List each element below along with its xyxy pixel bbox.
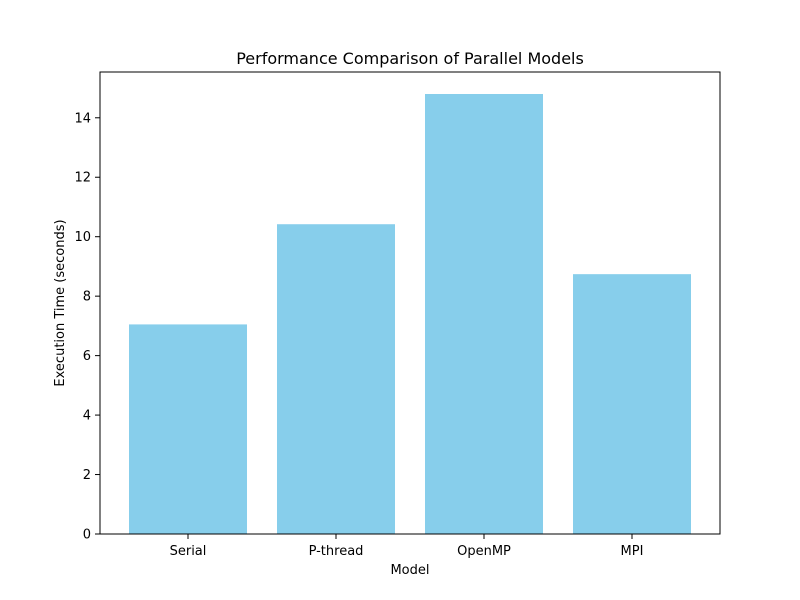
x-tick-label-p-thread: P-thread	[309, 544, 364, 559]
y-axis: 0 2 4 6 8 10 12 14	[74, 111, 100, 543]
x-tick-label-serial: Serial	[170, 544, 207, 559]
bar-openmp	[425, 94, 543, 534]
bar-mpi	[573, 274, 691, 534]
y-tick-label-10: 10	[74, 230, 91, 245]
y-tick-label-14: 14	[74, 111, 91, 126]
y-tick-label-6: 6	[83, 349, 91, 364]
x-axis-label: Model	[390, 563, 429, 578]
y-axis-label: Execution Time (seconds)	[53, 219, 68, 386]
y-tick-label-12: 12	[74, 171, 91, 186]
x-tick-label-mpi: MPI	[621, 544, 644, 559]
axes-frame	[99, 71, 721, 535]
bars-group	[129, 94, 691, 534]
y-tick-label-0: 0	[83, 528, 91, 543]
y-tick-label-4: 4	[83, 409, 91, 424]
bar-serial	[129, 324, 247, 534]
y-tick-label-8: 8	[83, 290, 91, 305]
x-tick-label-openmp: OpenMP	[457, 544, 511, 559]
chart-title: Performance Comparison of Parallel Model…	[236, 49, 584, 68]
bar-p-thread	[277, 224, 395, 534]
y-tick-label-2: 2	[83, 468, 91, 483]
x-axis: Serial P-thread OpenMP MPI	[170, 534, 644, 559]
